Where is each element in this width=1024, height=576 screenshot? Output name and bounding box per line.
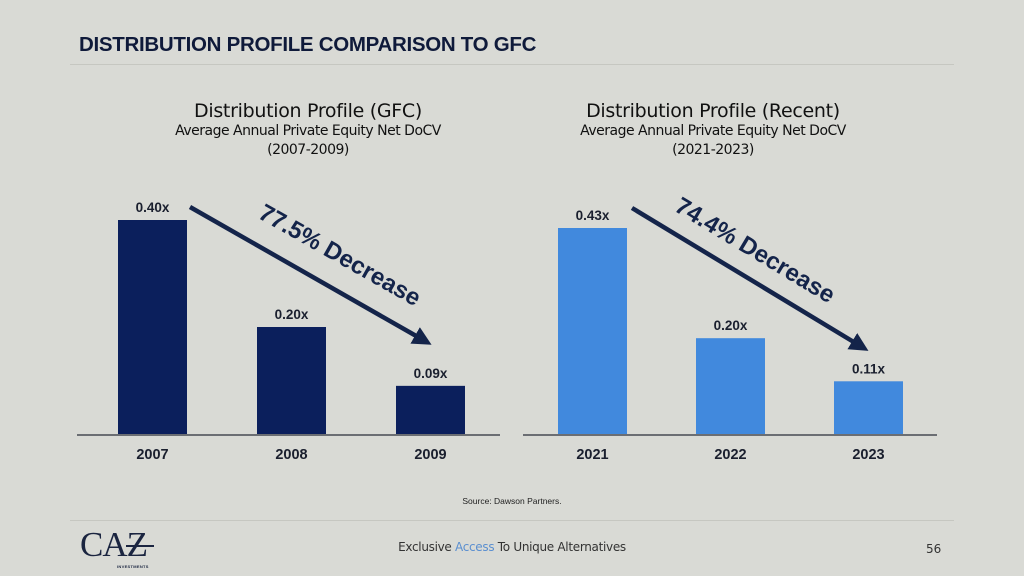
- gfc-data-label-2009: 0.09x: [414, 366, 448, 381]
- recent-chart-subtitle: Average Annual Private Equity Net DoCV: [580, 123, 846, 139]
- recent-x-tick-2022: 2022: [714, 447, 746, 463]
- recent-chart-period: (2021-2023): [672, 142, 754, 158]
- caz-logo: CAZ INVESTMENTS: [80, 527, 160, 572]
- tagline-end: To Unique Alternatives: [494, 540, 626, 554]
- gfc-bar-2009: [396, 385, 465, 434]
- recent-data-label-2021: 0.43x: [576, 208, 610, 223]
- recent-data-label-2023: 0.11x: [852, 361, 886, 376]
- gfc-bar-2008: [257, 327, 326, 434]
- gfc-chart-period: (2007-2009): [267, 142, 349, 158]
- recent-chart-title: Distribution Profile (Recent): [586, 100, 840, 122]
- logo-strike: [126, 545, 154, 547]
- tagline-accent: Access: [455, 540, 495, 554]
- footer-divider: [70, 520, 954, 521]
- gfc-decrease-annotation: 77.5% Decrease: [254, 199, 425, 312]
- logo-text: CAZ: [80, 525, 148, 564]
- recent-bar-2023: [834, 381, 903, 434]
- tagline-start: Exclusive: [398, 540, 456, 554]
- gfc-decrease-arrow: [188, 205, 432, 345]
- gfc-bar-2007: [118, 220, 187, 434]
- recent-bar-2022: [696, 338, 765, 434]
- recent-decrease-annotation: 74.4% Decrease: [670, 192, 839, 309]
- footer-tagline: Exclusive Access To Unique Alternatives: [0, 540, 1024, 554]
- logo-subtext: INVESTMENTS: [117, 564, 149, 569]
- recent-x-tick-2021: 2021: [576, 447, 608, 463]
- gfc-data-label-2008: 0.20x: [275, 307, 309, 322]
- gfc-x-tick-2007: 2007: [136, 447, 168, 463]
- gfc-chart-title: Distribution Profile (GFC): [194, 100, 422, 122]
- slide-title: DISTRIBUTION PROFILE COMPARISON TO GFC: [79, 33, 537, 56]
- gfc-chart-subtitle: Average Annual Private Equity Net DoCV: [175, 123, 441, 139]
- gfc-chart-heading: Distribution Profile (GFC) Average Annua…: [113, 100, 503, 160]
- recent-chart-heading: Distribution Profile (Recent) Average An…: [523, 100, 903, 160]
- page-number: 56: [926, 542, 942, 556]
- recent-x-tick-2023: 2023: [852, 447, 884, 463]
- source-note: Source: Dawson Partners.: [462, 496, 562, 506]
- gfc-x-tick-2008: 2008: [275, 447, 307, 463]
- recent-data-label-2022: 0.20x: [714, 318, 748, 333]
- recent-decrease-arrow: [630, 206, 869, 351]
- recent-bar-2021: [558, 228, 627, 434]
- gfc-data-label-2007: 0.40x: [136, 200, 170, 215]
- gfc-x-tick-2009: 2009: [414, 447, 446, 463]
- title-divider: [70, 64, 954, 65]
